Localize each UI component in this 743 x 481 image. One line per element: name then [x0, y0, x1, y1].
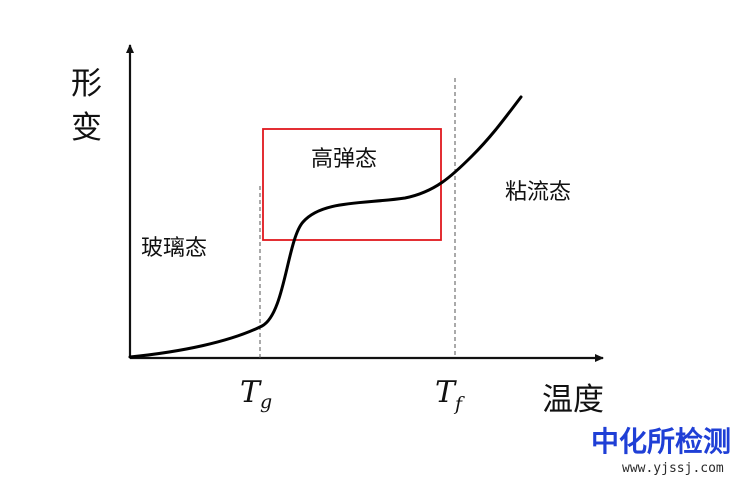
tg-symbol: T: [240, 375, 262, 410]
watermark-url: www.yjssj.com: [622, 461, 724, 476]
watermark-brand: 中化所检测: [591, 425, 731, 458]
high-elastic-highlight-box: [262, 128, 442, 241]
high-elastic-state-label: 高弹态: [311, 147, 377, 172]
tf-symbol: T: [435, 375, 457, 410]
deformation-curve: [128, 95, 523, 359]
tg-label: Tg: [240, 375, 272, 413]
viscous-flow-state-label: 粘流态: [505, 180, 571, 205]
tf-label: Tf: [435, 375, 465, 415]
y-axis-title-char-1: 形: [71, 66, 102, 102]
glassy-state-label: 玻璃态: [141, 236, 207, 261]
tf-subscript: f: [453, 393, 465, 415]
y-axis-title-char-2: 变: [71, 110, 102, 146]
x-axis-title: 温度: [542, 382, 604, 418]
tg-subscript: g: [260, 391, 272, 413]
